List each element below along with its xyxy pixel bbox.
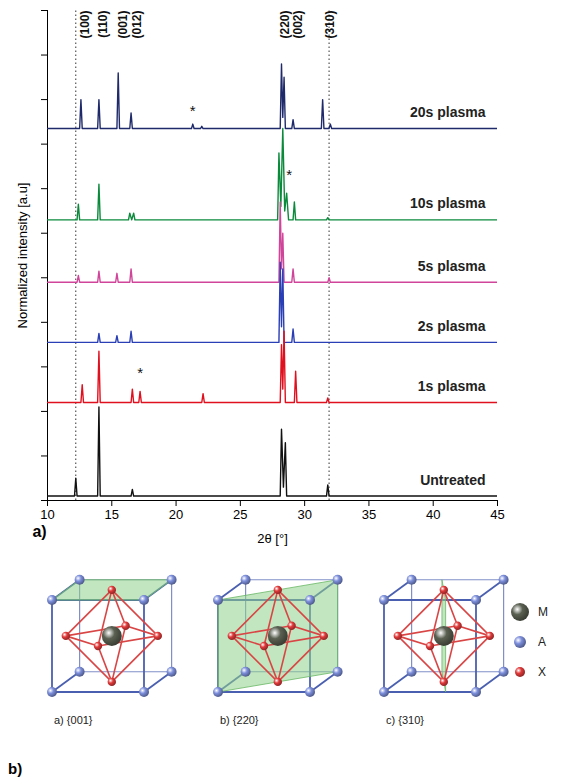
svg-text:A: A [538, 635, 546, 649]
svg-text:(110): (110) [96, 11, 110, 38]
svg-text:5s plasma: 5s plasma [418, 258, 486, 274]
svg-text:25: 25 [233, 507, 247, 522]
svg-text:b) {220}: b) {220} [220, 714, 259, 726]
svg-text:(100): (100) [78, 10, 92, 38]
svg-text:b): b) [8, 760, 22, 777]
svg-text:(012): (012) [130, 10, 144, 38]
svg-text:2θ [°]: 2θ [°] [257, 531, 288, 546]
svg-text:*: * [137, 364, 143, 381]
svg-text:*: * [190, 102, 196, 119]
svg-text:10: 10 [40, 507, 54, 522]
svg-text:40: 40 [426, 507, 440, 522]
svg-text:(001): (001) [116, 10, 130, 38]
svg-text:M: M [538, 605, 548, 619]
svg-text:(002): (002) [291, 10, 305, 38]
svg-text:1s plasma: 1s plasma [418, 378, 486, 394]
svg-text:Untreated: Untreated [420, 472, 485, 488]
svg-text:a) {001}: a) {001} [54, 714, 93, 726]
svg-text:Normalized intensity [a.u]: Normalized intensity [a.u] [15, 183, 30, 329]
svg-text:45: 45 [490, 507, 504, 522]
svg-text:a): a) [32, 523, 46, 540]
svg-text:*: * [286, 166, 292, 183]
svg-text:(310): (310) [323, 10, 337, 38]
svg-text:20: 20 [169, 507, 183, 522]
svg-text:30: 30 [297, 507, 311, 522]
svg-text:20s plasma: 20s plasma [410, 104, 486, 120]
svg-text:X: X [538, 665, 546, 679]
svg-text:35: 35 [362, 507, 376, 522]
svg-text:(220): (220) [277, 10, 292, 39]
svg-text:2s plasma: 2s plasma [418, 318, 486, 334]
svg-text:15: 15 [105, 507, 119, 522]
svg-text:c) {310}: c) {310} [386, 714, 424, 726]
svg-text:10s plasma: 10s plasma [410, 195, 486, 211]
